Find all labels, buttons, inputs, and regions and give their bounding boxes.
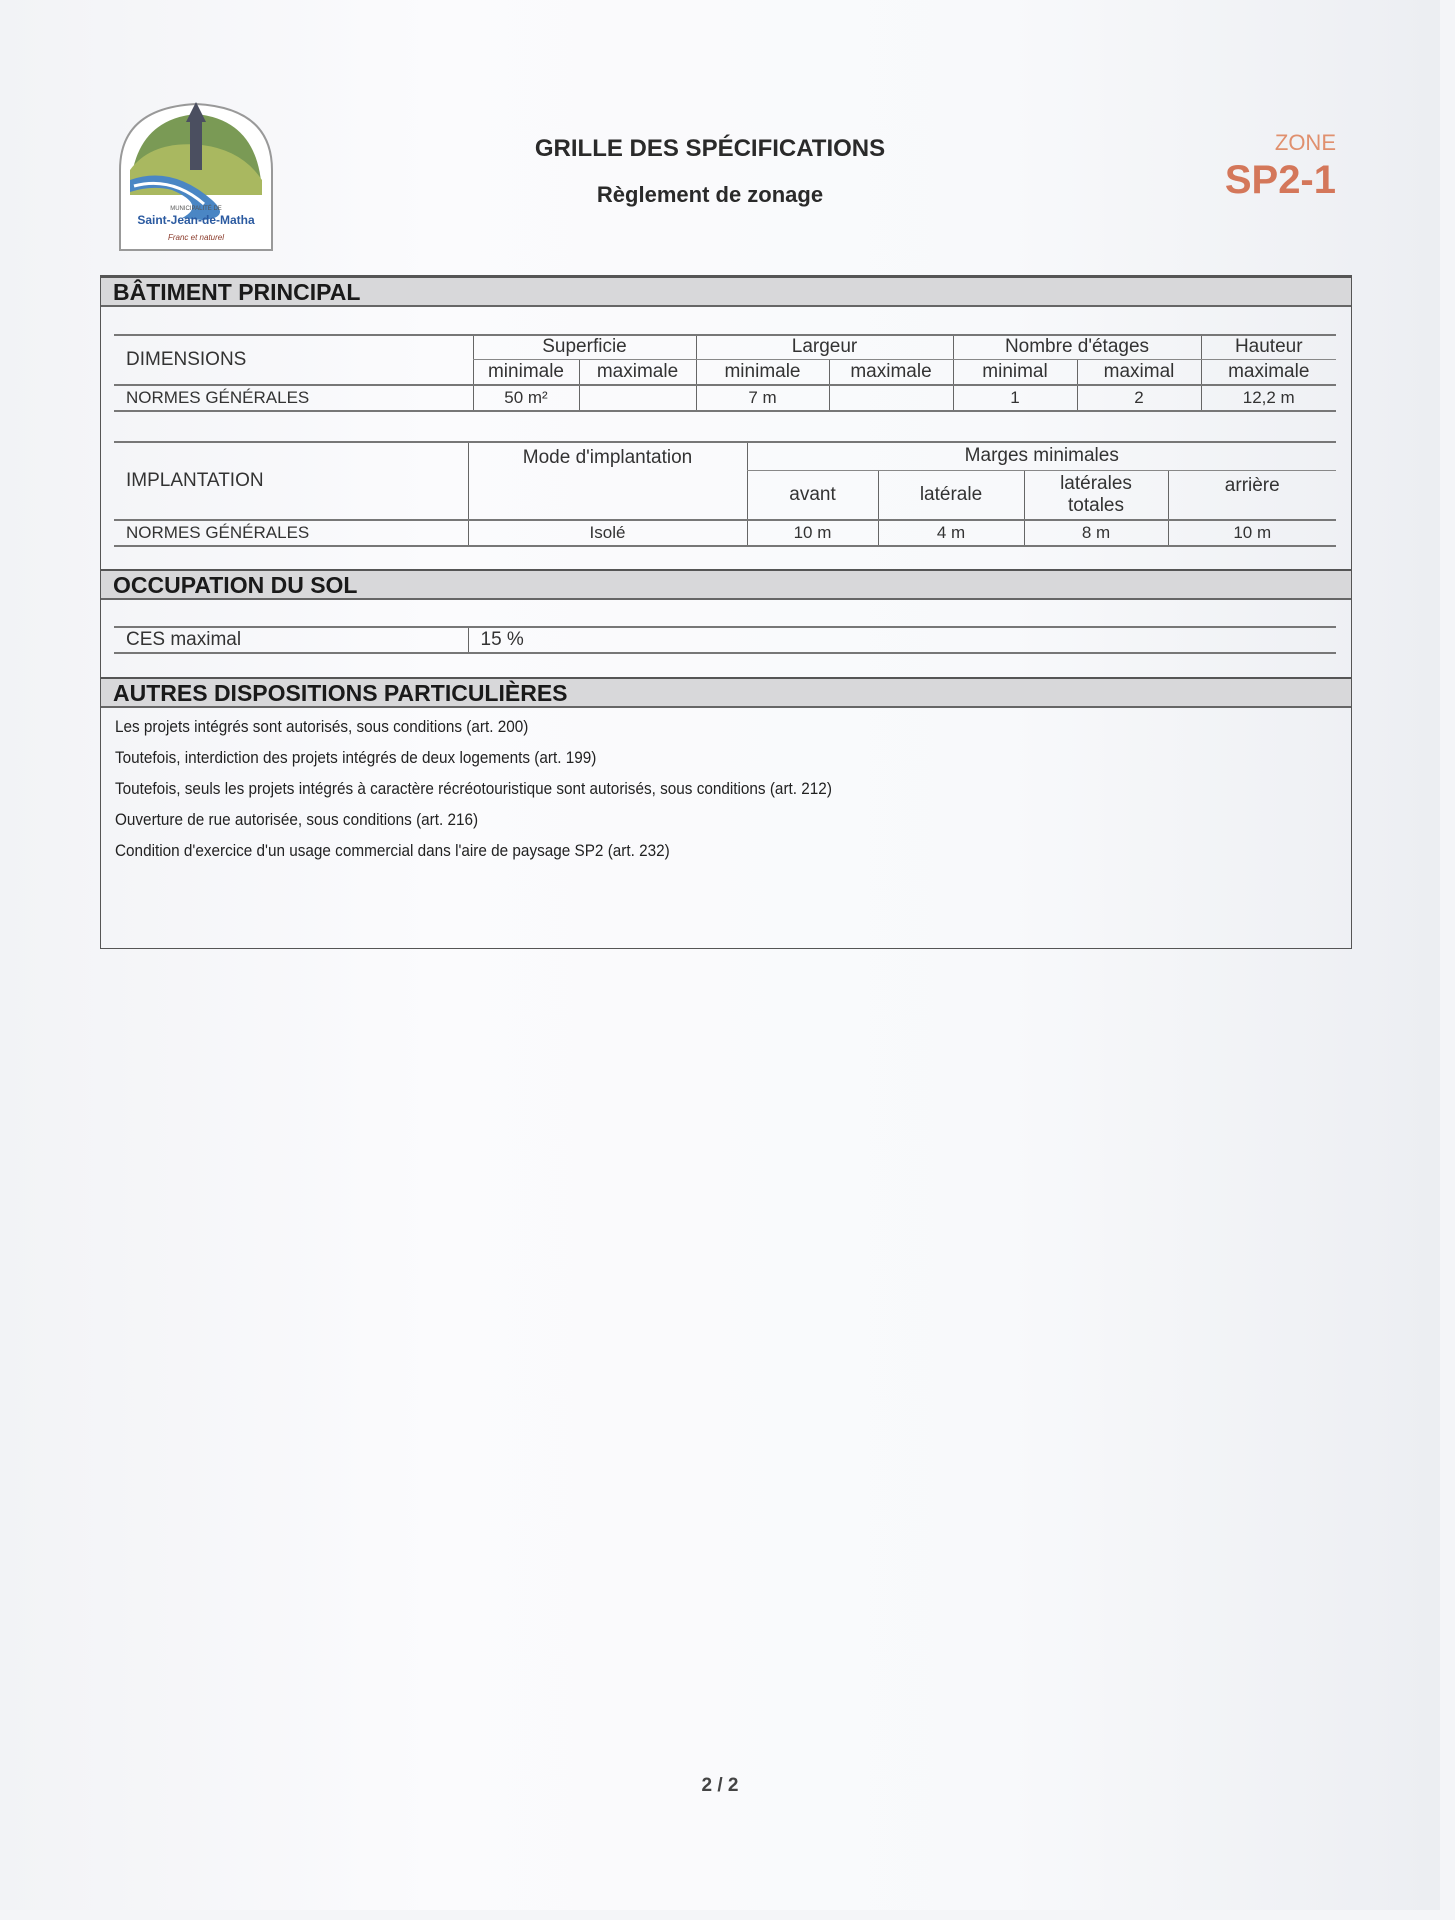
subheader: maximale xyxy=(828,359,953,385)
disposition-item: Les projets intégrés sont autorisés, sou… xyxy=(115,717,529,736)
subheader: maximale xyxy=(1200,359,1336,385)
header-superficie: Superficie xyxy=(472,334,696,360)
document-title: GRILLE DES SPÉCIFICATIONS xyxy=(534,135,886,162)
section-heading-batiment-principal: BÂTIMENT PRINCIPAL xyxy=(101,276,1351,307)
disposition-item: Ouverture de rue autorisée, sous conditi… xyxy=(115,810,479,829)
row-label: NORMES GÉNÉRALES xyxy=(114,384,473,412)
specifications-grid: BÂTIMENT PRINCIPAL DIMENSIONS Superficie… xyxy=(100,275,1352,949)
header-marges-minimales: Marges minimales xyxy=(746,441,1336,471)
subheader-avant: avant xyxy=(746,470,878,520)
cell-hauteur-max: 12,2 m xyxy=(1200,384,1336,412)
implantation-label: IMPLANTATION xyxy=(114,441,468,520)
cell-arriere: 10 m xyxy=(1167,519,1336,547)
disposition-item: Condition d'exercice d'un usage commerci… xyxy=(115,841,670,860)
cell-laterales-totales: 8 m xyxy=(1023,519,1168,547)
subheader-arriere: arrière xyxy=(1167,470,1336,520)
municipality-logo: MUNICIPALITÉ DE Saint-Jean-de-Matha Fran… xyxy=(112,100,280,255)
subheader: minimal xyxy=(952,359,1077,385)
header-hauteur: Hauteur xyxy=(1200,334,1336,360)
table-row: CES maximal 15 % xyxy=(114,626,1336,654)
cell-largeur-max xyxy=(828,384,953,412)
cell-superficie-min: 50 m² xyxy=(472,384,579,412)
subheader: maximal xyxy=(1076,359,1201,385)
implantation-table: IMPLANTATION Mode d'implantation Marges … xyxy=(114,441,1336,547)
zone-label: ZONE xyxy=(1274,130,1336,155)
section-heading-occupation-du-sol: OCCUPATION DU SOL xyxy=(101,569,1351,600)
logo-municipality-label: MUNICIPALITÉ DE xyxy=(170,205,222,212)
section-heading-autres-dispositions: AUTRES DISPOSITIONS PARTICULIÈRES xyxy=(101,677,1351,708)
cell-etages-max: 2 xyxy=(1076,384,1201,412)
ces-value: 15 % xyxy=(467,626,1336,654)
header-nombre-etages: Nombre d'étages xyxy=(952,334,1201,360)
cell-superficie-max xyxy=(578,384,696,412)
zone-code: SP2-1 xyxy=(1224,158,1336,202)
logo-tagline: Franc et naturel xyxy=(168,233,224,242)
subheader-laterales-totales: latérales totales xyxy=(1023,470,1168,520)
header-mode-implantation: Mode d'implantation xyxy=(467,441,747,520)
subheader-laterale: latérale xyxy=(877,470,1024,520)
disposition-item: Toutefois, interdiction des projets inté… xyxy=(115,748,597,767)
ces-label: CES maximal xyxy=(114,626,468,654)
subheader: maximale xyxy=(578,359,696,385)
cell-etages-min: 1 xyxy=(952,384,1077,412)
occupation-table: CES maximal 15 % xyxy=(114,626,1336,654)
row-label: NORMES GÉNÉRALES xyxy=(114,519,468,547)
table-row: NORMES GÉNÉRALES Isolé 10 m 4 m 8 m 10 m xyxy=(114,519,1336,547)
cell-laterale: 4 m xyxy=(877,519,1024,547)
page-number: 2 / 2 xyxy=(701,1775,739,1796)
subheader: minimale xyxy=(695,359,829,385)
disposition-item: Toutefois, seuls les projets intégrés à … xyxy=(115,779,832,798)
subheader: minimale xyxy=(472,359,579,385)
document-subtitle: Règlement de zonage xyxy=(596,182,824,207)
cell-avant: 10 m xyxy=(746,519,878,547)
dimensions-table: DIMENSIONS Superficie Largeur Nombre d'é… xyxy=(114,334,1336,412)
dimensions-label: DIMENSIONS xyxy=(114,334,473,385)
cell-mode: Isolé xyxy=(467,519,747,547)
header-largeur: Largeur xyxy=(695,334,953,360)
cell-largeur-min: 7 m xyxy=(695,384,829,412)
logo-name: Saint-Jean-de-Matha xyxy=(137,213,255,227)
table-row: NORMES GÉNÉRALES 50 m² 7 m 1 2 12,2 m xyxy=(114,384,1336,412)
